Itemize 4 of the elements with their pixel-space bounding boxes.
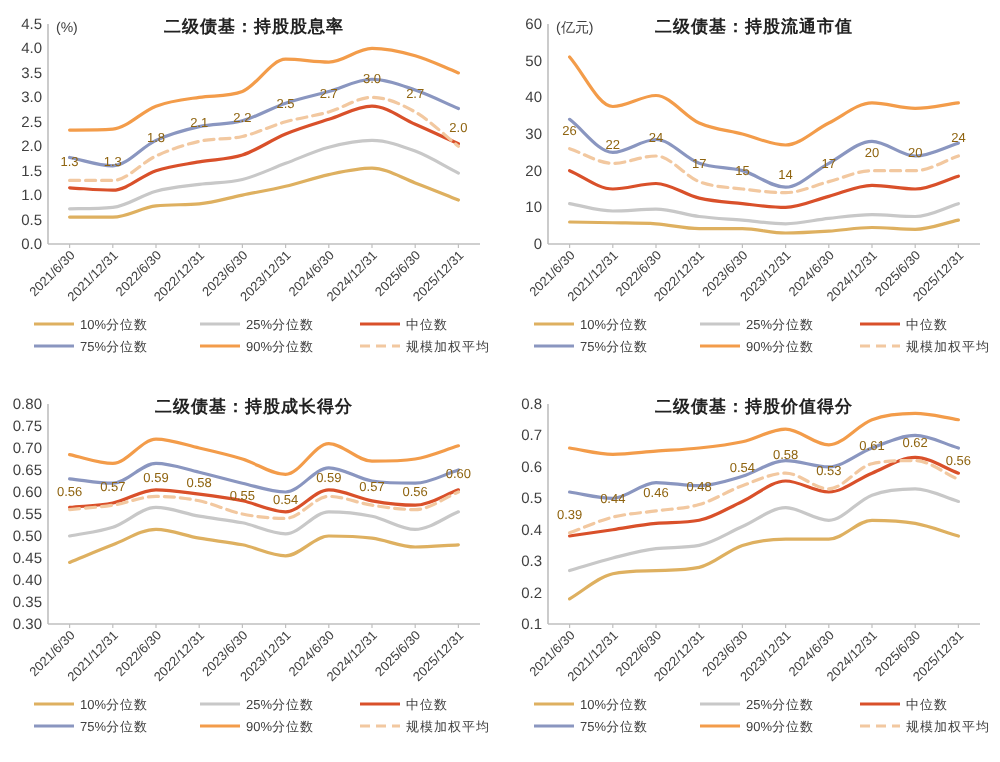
chart-title: 二级债基：持股股息率 — [164, 16, 344, 36]
chart-title: 二级债基：持股价值得分 — [655, 396, 855, 416]
chart-title: 二级债基：持股流通市值 — [655, 16, 853, 36]
chart-title: 二级债基：持股成长得分 — [155, 396, 355, 416]
